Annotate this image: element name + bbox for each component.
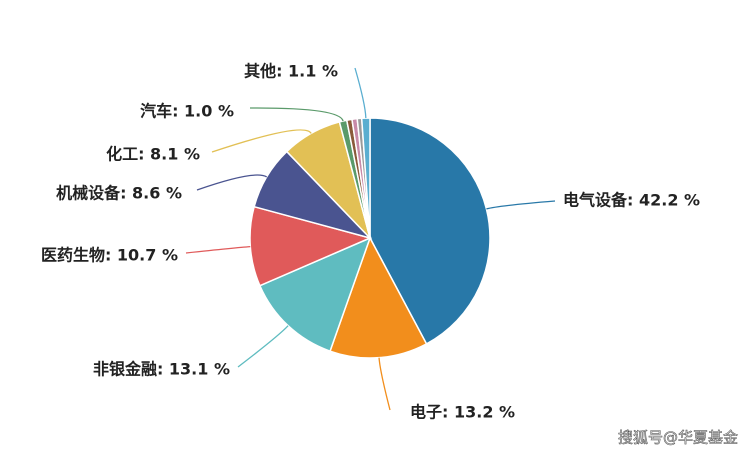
watermark: 搜狐号@华夏基金 [618, 429, 738, 447]
leader-line [486, 200, 556, 210]
data-label: 其他: 1.1 % [244, 62, 338, 81]
leader-line [354, 67, 367, 119]
leader-line [249, 107, 344, 122]
data-label: 机械设备: 8.6 % [56, 184, 182, 203]
data-label: 汽车: 1.0 % [140, 102, 234, 121]
data-label: 化工: 8.1 % [106, 145, 200, 164]
leader-line [196, 174, 268, 191]
leader-line [211, 129, 312, 153]
leader-line [378, 357, 391, 411]
leader-line [185, 246, 251, 254]
pie-slice [369, 117, 491, 345]
data-label: 非银金融: 13.1 % [93, 360, 230, 379]
data-label: 电气设备: 42.2 % [563, 191, 700, 210]
pie-slice [249, 205, 373, 287]
data-label: 电子: 13.2 % [410, 403, 515, 422]
pie-slice [258, 236, 372, 353]
pie-slice [329, 236, 428, 359]
leader-line [237, 325, 289, 368]
data-label: 医药生物: 10.7 % [41, 246, 178, 265]
